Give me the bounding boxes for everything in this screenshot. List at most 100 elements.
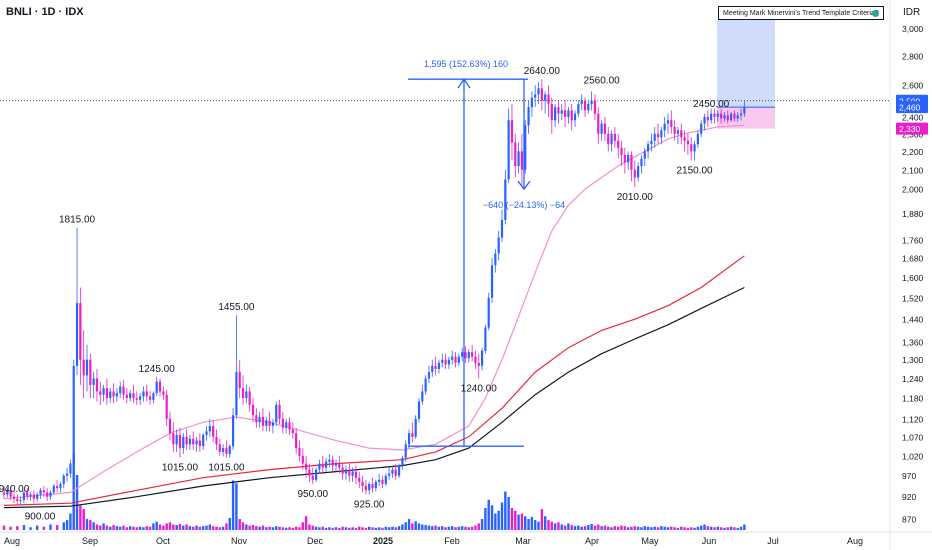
candle-body (573, 113, 577, 121)
candle-body (593, 100, 597, 114)
candle-body (112, 391, 115, 397)
volume-bar (221, 526, 225, 530)
trend-template-indicator[interactable]: Meeting Mark Minervini's Trend Template … (718, 6, 884, 20)
candle-body (537, 88, 540, 95)
volume-bar (663, 526, 666, 530)
volume-bar (457, 526, 461, 530)
volume-bar (646, 526, 650, 530)
volume-bar (29, 527, 32, 530)
volume-bar (36, 525, 39, 530)
volume-bar (135, 527, 138, 530)
x-tick-label: Nov (231, 536, 248, 546)
candle-body (563, 110, 567, 117)
candle-body (560, 110, 563, 114)
price-annotation: 925.00 (354, 500, 385, 511)
volume-bar (79, 505, 82, 530)
volume-bar (570, 525, 573, 530)
candle-body (507, 120, 510, 180)
volume-bar (391, 526, 394, 530)
candle-body (89, 359, 92, 385)
candle-body (105, 388, 109, 399)
volume-bar (16, 526, 19, 530)
candle-body (510, 120, 514, 143)
volume-bar (148, 526, 152, 530)
measure-up-arrow-icon (457, 78, 471, 89)
volume-bar (736, 527, 739, 530)
volume-bar (62, 522, 65, 530)
volume-bar (411, 523, 414, 530)
volume-bar (251, 525, 255, 530)
price-annotation: 1015.00 (208, 463, 245, 474)
price-badge: 2,460 (896, 101, 928, 114)
candle-body (620, 147, 623, 155)
currency-label[interactable]: IDR (903, 7, 921, 18)
volume-bar (739, 526, 743, 530)
candle-body (600, 123, 603, 134)
candle-body (258, 416, 261, 423)
candle-body (723, 115, 726, 119)
candle-body (185, 436, 188, 445)
volume-bar (102, 523, 105, 530)
candle-body (162, 391, 165, 395)
candle-body (99, 391, 102, 395)
candle-body (437, 362, 441, 369)
candle-body (646, 144, 650, 152)
volume-bar (553, 523, 557, 530)
candle-body (567, 110, 570, 117)
volume-bar (172, 524, 175, 530)
volume-bar (603, 525, 607, 530)
volume-bar (185, 524, 188, 530)
volume-bar (693, 527, 696, 530)
candle-body (487, 297, 490, 328)
volume-bar (500, 502, 504, 530)
candle-body (268, 420, 271, 426)
candle-body (26, 492, 29, 497)
candle-body (457, 356, 460, 363)
volume-bar (188, 526, 192, 530)
candle-body (404, 444, 407, 458)
price-annotation: 2150.00 (676, 165, 713, 176)
volume-bar (351, 527, 354, 530)
candle-body (500, 220, 504, 238)
candle-body (152, 393, 155, 400)
candle-body (354, 471, 358, 478)
price-badge-bg (896, 101, 928, 114)
volume-bar (550, 521, 553, 530)
volume-bar (202, 526, 205, 530)
price-annotation: 1240.00 (461, 383, 498, 394)
volume-bar (175, 525, 178, 530)
volume-bar (241, 522, 245, 530)
x-tick-label: Oct (156, 536, 171, 546)
volume-bar (421, 524, 424, 530)
x-tick-label: Jun (702, 536, 717, 546)
candle-body (344, 469, 348, 474)
volume-bar (258, 526, 261, 530)
volume-bar (414, 521, 417, 530)
candle-body (314, 469, 318, 480)
candle-body (524, 125, 527, 170)
volume-bar (215, 526, 218, 530)
x-tick-label: Dec (307, 536, 324, 546)
candle-body (371, 483, 374, 489)
volume-bar (401, 524, 404, 530)
x-tick-label: Aug (847, 536, 863, 546)
volume-bar (706, 526, 710, 530)
candle-body (32, 494, 35, 499)
measure-up-label: 1,595 (152.63%) 160 (424, 59, 508, 69)
volume-bar (165, 523, 168, 530)
volume-bar (534, 520, 537, 530)
volume-bar (680, 526, 683, 530)
candle-body (65, 473, 69, 476)
candle-body (729, 113, 733, 121)
volume-bar (182, 525, 185, 530)
volume-bar (128, 526, 132, 530)
candle-body (95, 378, 99, 392)
volume-bar (643, 526, 646, 530)
candle-body (713, 113, 716, 117)
candle-body (627, 154, 630, 163)
volume-bar (543, 516, 547, 530)
volume-bar (484, 508, 487, 530)
volume-bar (268, 526, 271, 530)
candle-body (195, 440, 198, 445)
